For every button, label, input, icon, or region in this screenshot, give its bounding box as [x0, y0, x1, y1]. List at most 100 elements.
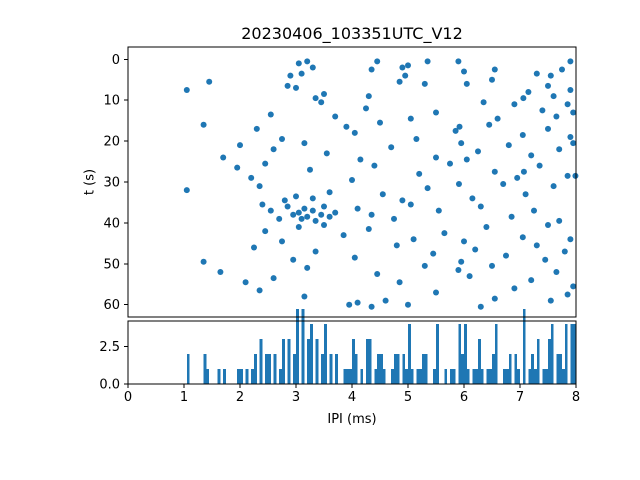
scatter-point	[522, 191, 529, 198]
scatter-point	[559, 66, 565, 73]
scatter-point	[553, 113, 560, 120]
scatter-point	[433, 154, 439, 161]
histogram-bar	[301, 309, 305, 384]
histogram-bar	[391, 369, 394, 384]
scatter-point	[349, 176, 355, 183]
x-tick-label: 7	[516, 390, 524, 405]
scatter-point	[455, 181, 462, 188]
scatter-point	[304, 58, 311, 65]
histogram-bar	[433, 369, 436, 384]
scatter-point	[340, 232, 347, 239]
scatter-point	[491, 295, 498, 302]
histogram-bar	[419, 369, 422, 384]
scatter-point	[279, 136, 285, 143]
histogram-bar	[346, 369, 350, 384]
scatter-point	[371, 162, 378, 169]
scatter-point	[458, 140, 465, 147]
histogram-bar	[279, 369, 282, 384]
histogram-bar	[492, 354, 495, 384]
scatter-point	[307, 166, 313, 173]
scatter-point	[486, 121, 493, 128]
scatter-point	[234, 164, 241, 171]
histogram-bar	[562, 369, 565, 384]
scatter-point	[547, 72, 554, 79]
histogram-bar	[486, 369, 490, 384]
histogram-bar	[265, 354, 268, 384]
scatter-point	[407, 201, 414, 208]
histogram-bar	[315, 339, 319, 384]
scatter-point	[298, 215, 305, 222]
scatter-point	[430, 250, 437, 257]
scatter-point	[293, 193, 299, 200]
hist-y-tick-label: 0.0	[99, 378, 120, 393]
scatter-point	[295, 209, 302, 216]
scatter-point	[298, 70, 305, 77]
x-tick-label: 4	[348, 390, 356, 405]
scatter-point	[564, 101, 571, 108]
scatter-point	[570, 140, 577, 147]
histogram-bar	[245, 369, 249, 384]
histogram-bar	[472, 369, 476, 384]
scatter-point	[309, 195, 316, 202]
histogram-bar	[282, 339, 285, 384]
scatter-point	[200, 258, 207, 265]
histogram-bar	[436, 324, 439, 384]
histogram-bar	[377, 354, 380, 384]
histogram-bar	[478, 339, 481, 384]
histogram-bar	[217, 369, 221, 384]
histogram-bar	[321, 354, 324, 384]
scatter-point	[312, 95, 319, 102]
histogram-bar	[489, 369, 492, 384]
scatter-point	[508, 213, 515, 220]
y-tick-label: 20	[103, 135, 120, 150]
scatter-point	[312, 248, 319, 255]
scatter-point	[220, 154, 227, 161]
scatter-point	[270, 146, 277, 153]
scatter-point	[528, 152, 535, 159]
scatter-point	[276, 215, 283, 222]
scatter-point	[572, 172, 579, 179]
scatter-point	[405, 62, 411, 69]
scatter-point	[520, 95, 527, 102]
scatter-point	[318, 211, 325, 218]
histogram-bar	[382, 369, 386, 384]
scatter-point	[511, 285, 518, 292]
scatter-point	[368, 66, 375, 73]
histogram-bar	[475, 369, 478, 384]
scatter-point	[256, 183, 263, 190]
scatter-point	[491, 168, 498, 175]
scatter-point	[556, 146, 563, 153]
histogram-bar	[240, 369, 243, 384]
scatter-point	[547, 297, 554, 304]
histogram-bar	[458, 324, 462, 384]
scatter-point	[520, 168, 527, 175]
scatter-point	[295, 60, 302, 67]
scatter-point	[351, 129, 358, 136]
scatter-point	[421, 262, 428, 269]
scatter-point	[561, 248, 568, 255]
scatter-point	[570, 109, 577, 116]
x-tick-label: 2	[236, 390, 244, 405]
scatter-point	[441, 230, 448, 237]
histogram-bar	[352, 339, 355, 384]
scatter-point	[217, 269, 224, 275]
histogram-bar	[528, 369, 532, 384]
scatter-point	[447, 160, 453, 167]
histogram-bar	[559, 354, 562, 384]
y-tick-label: 0	[112, 53, 120, 68]
scatter-point	[407, 115, 414, 122]
histogram-bar	[522, 309, 526, 384]
scatter-point	[503, 252, 509, 259]
histogram-bar	[251, 369, 254, 384]
scatter-point	[433, 289, 439, 296]
scatter-point	[332, 209, 339, 216]
histogram-bar	[514, 354, 518, 384]
scatter-point	[270, 275, 277, 282]
scatter-point	[351, 254, 358, 261]
scatter-point	[433, 109, 439, 116]
histogram-bar	[254, 354, 257, 384]
scatter-point	[567, 86, 574, 93]
scatter-point	[489, 262, 495, 269]
